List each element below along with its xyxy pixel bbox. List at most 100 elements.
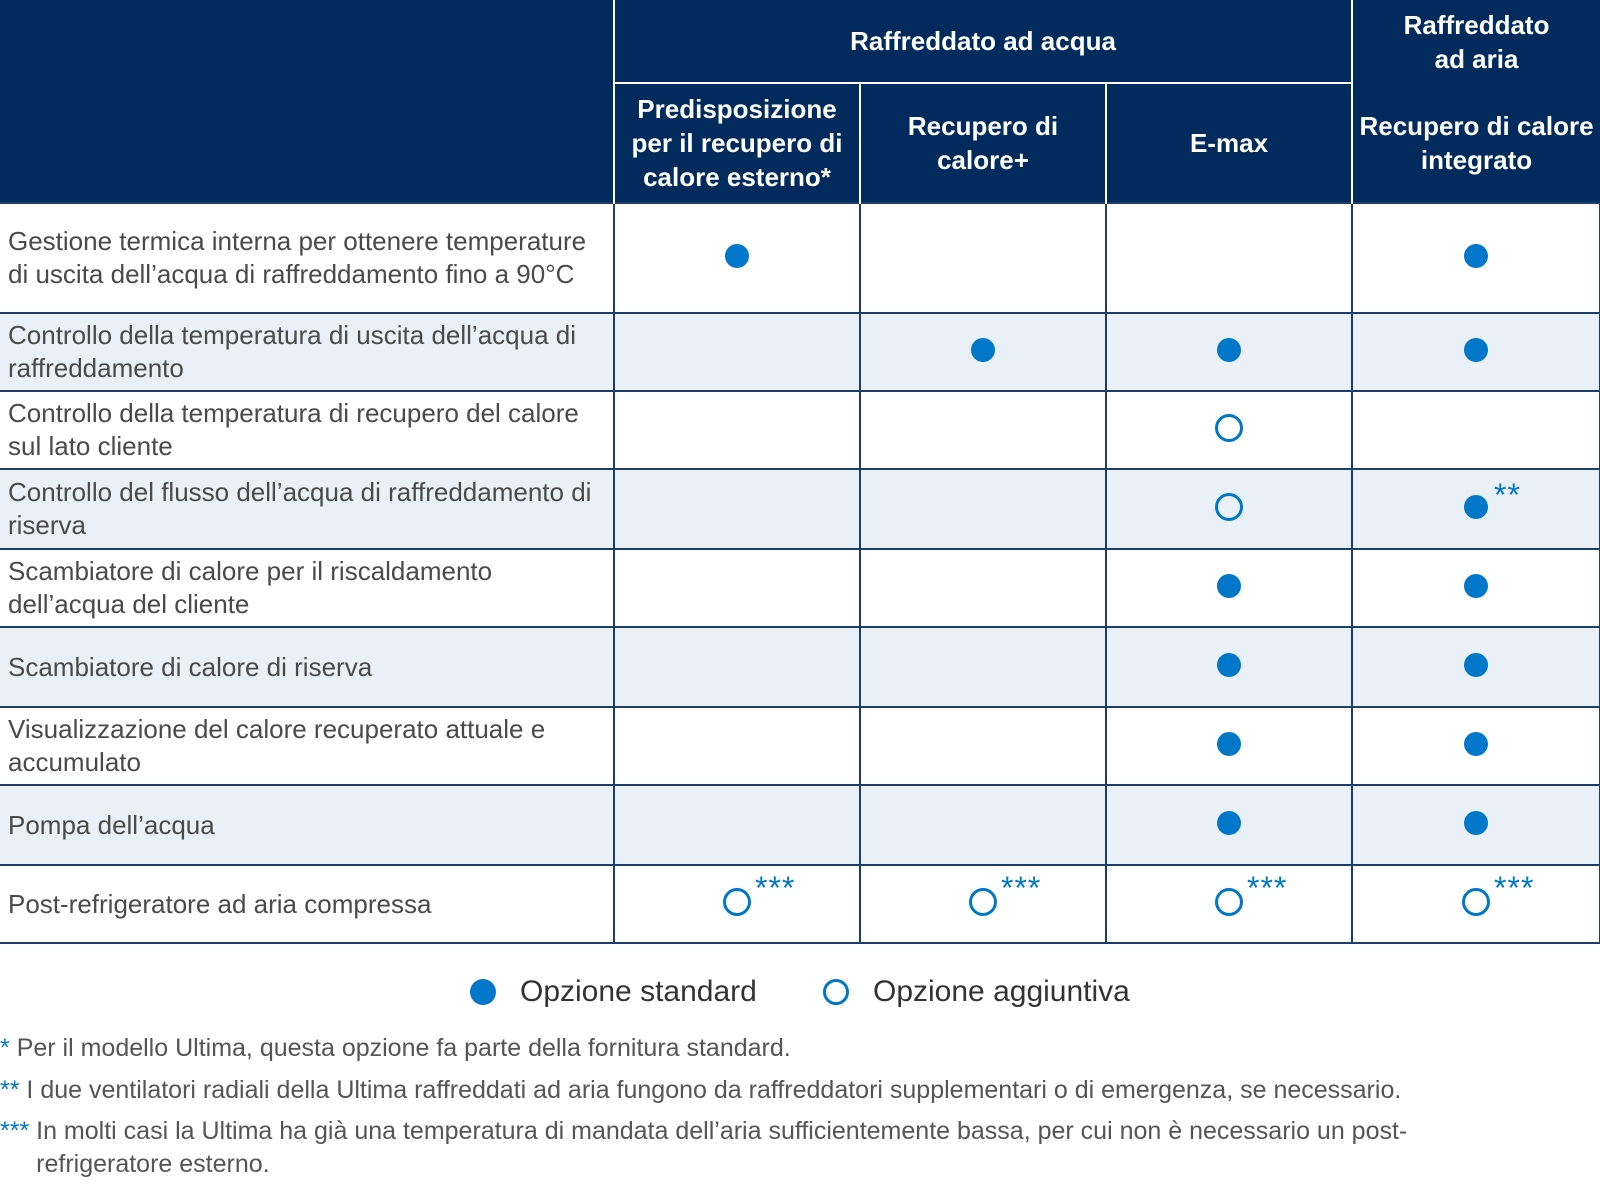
filled-circle-icon: [1464, 652, 1489, 677]
availability-mark: ***: [969, 870, 1040, 916]
legend-optional-label: Opzione aggiuntiva: [873, 975, 1130, 1008]
cell-emax: [1106, 312, 1354, 391]
footnote-2-text: I due ventilatori radiali della Ultima r…: [26, 1076, 1402, 1104]
cell-integrated-recovery: [1352, 626, 1600, 707]
filled-circle-icon: [1464, 243, 1489, 268]
legend: Opzione standard Opzione aggiuntiva: [0, 972, 1600, 1012]
footnote-3-text: In molti casi la Ultima ha già una tempe…: [36, 1117, 1408, 1178]
filled-circle-icon: [1464, 337, 1489, 362]
availability-mark: ***: [723, 870, 794, 916]
table-row: Post-refrigeratore ad aria compressa *** *…: [0, 864, 1600, 944]
cell-heat-recovery-plus: [860, 626, 1107, 707]
filled-circle-icon: [971, 337, 995, 362]
feature-label: Visualizzazione del calore recuperato at…: [0, 706, 615, 785]
cell-external-recovery: [614, 202, 861, 313]
header-col-heat-recovery-plus: Recupero di calore+: [859, 83, 1106, 203]
cell-integrated-recovery: ***: [1352, 864, 1600, 944]
header-group-water-cooled: Raffreddato ad acqua: [612, 0, 1354, 84]
availability-mark: **: [1462, 477, 1520, 523]
cell-integrated-recovery: [1352, 548, 1600, 627]
cell-emax: [1106, 784, 1354, 865]
cell-external-recovery: [614, 312, 861, 391]
hollow-circle-icon: [969, 887, 997, 916]
hollow-circle-icon: [823, 979, 849, 1005]
availability-mark: [1462, 810, 1490, 839]
feature-label: Controllo del flusso dell’acqua di raffr…: [0, 468, 615, 549]
footnote-1: * Per il modello Ultima, questa opzione …: [0, 1032, 791, 1065]
cell-external-recovery: [614, 468, 861, 549]
header-col-integrated-recovery: Recupero di calore integrato: [1351, 83, 1600, 203]
cell-heat-recovery-plus: [860, 202, 1107, 313]
table-row: Scambiatore di calore per il riscaldamen…: [0, 548, 1600, 627]
filled-circle-icon: [1217, 573, 1242, 598]
feature-label: Controllo della temperatura di uscita de…: [0, 312, 615, 391]
footnote-stars: ***: [1494, 869, 1535, 906]
cell-external-recovery: [614, 706, 861, 785]
table-row: Pompa dell’acqua: [0, 784, 1600, 865]
availability-mark: [1215, 652, 1243, 681]
cell-heat-recovery-plus: [860, 468, 1107, 549]
cell-integrated-recovery: **: [1352, 468, 1600, 549]
cell-external-recovery: [614, 390, 861, 469]
cell-heat-recovery-plus: [860, 706, 1107, 785]
header-col-emax: E-max: [1104, 83, 1353, 203]
footnote-stars: ***: [1247, 869, 1288, 906]
cell-emax: [1106, 548, 1354, 627]
footnote-2-mark: **: [0, 1076, 20, 1104]
feature-label: Gestione termica interna per ottenere te…: [0, 202, 615, 313]
legend-standard: Opzione standard: [470, 972, 757, 1012]
availability-mark: [1462, 337, 1490, 366]
cell-integrated-recovery: [1352, 202, 1600, 313]
cell-integrated-recovery: [1352, 390, 1600, 469]
cell-emax: [1106, 626, 1354, 707]
cell-emax: [1106, 202, 1354, 313]
hollow-circle-icon: [1462, 887, 1491, 916]
availability-mark: [1215, 413, 1244, 442]
cell-integrated-recovery: [1352, 706, 1600, 785]
header-group-air-cooled-label: Raffreddato ad aria: [1403, 9, 1550, 74]
cell-heat-recovery-plus: [860, 784, 1107, 865]
filled-circle-icon: [1217, 337, 1242, 362]
table-row: Controllo del flusso dell’acqua di raffr…: [0, 468, 1600, 549]
hollow-circle-icon: [723, 887, 751, 916]
header-blank-cell: [0, 0, 615, 203]
hollow-circle-icon: [1215, 887, 1244, 916]
cell-emax: [1106, 390, 1354, 469]
footnote-stars: ***: [755, 869, 796, 906]
cell-integrated-recovery: [1352, 784, 1600, 865]
legend-optional: Opzione aggiuntiva: [823, 972, 1130, 1012]
feature-label: Controllo della temperatura di recupero …: [0, 390, 615, 469]
filled-circle-icon: [1464, 810, 1489, 835]
header-group-air-cooled: Raffreddato ad aria: [1351, 0, 1600, 83]
cell-heat-recovery-plus: [860, 312, 1107, 391]
cell-emax: ***: [1106, 864, 1354, 944]
filled-circle-icon: [1464, 731, 1489, 756]
availability-mark: [1215, 573, 1243, 602]
table-row: Scambiatore di calore di riserva: [0, 626, 1600, 707]
table-row: Gestione termica interna per ottenere te…: [0, 202, 1600, 313]
cell-heat-recovery-plus: [860, 548, 1107, 627]
table-row: Visualizzazione del calore recuperato at…: [0, 706, 1600, 785]
cell-external-recovery: [614, 626, 861, 707]
cell-heat-recovery-plus: [860, 390, 1107, 469]
footnote-stars: ***: [1001, 869, 1042, 906]
filled-circle-icon: [1464, 494, 1489, 519]
filled-circle-icon: [1217, 731, 1242, 756]
availability-mark: [969, 337, 997, 366]
availability-mark: [1462, 652, 1490, 681]
header-col-external-recovery: Predisposizione per il recupero di calor…: [613, 83, 860, 203]
hollow-circle-icon: [1215, 413, 1244, 442]
availability-mark: [1462, 243, 1490, 272]
availability-mark: [1215, 731, 1243, 760]
availability-mark: ***: [1215, 870, 1286, 916]
table-body: Gestione termica interna per ottenere te…: [0, 202, 1600, 944]
availability-mark: [1215, 810, 1243, 839]
footnote-stars: **: [1494, 476, 1521, 513]
cell-external-recovery: [614, 784, 861, 865]
feature-label: Pompa dell’acqua: [0, 784, 615, 865]
cell-emax: [1106, 706, 1354, 785]
hollow-circle-icon: [1215, 492, 1244, 521]
legend-standard-label: Opzione standard: [520, 975, 757, 1008]
feature-comparison-table: Raffreddato ad acqua Raffreddato ad aria…: [0, 0, 1600, 944]
filled-circle-icon: [725, 243, 749, 268]
